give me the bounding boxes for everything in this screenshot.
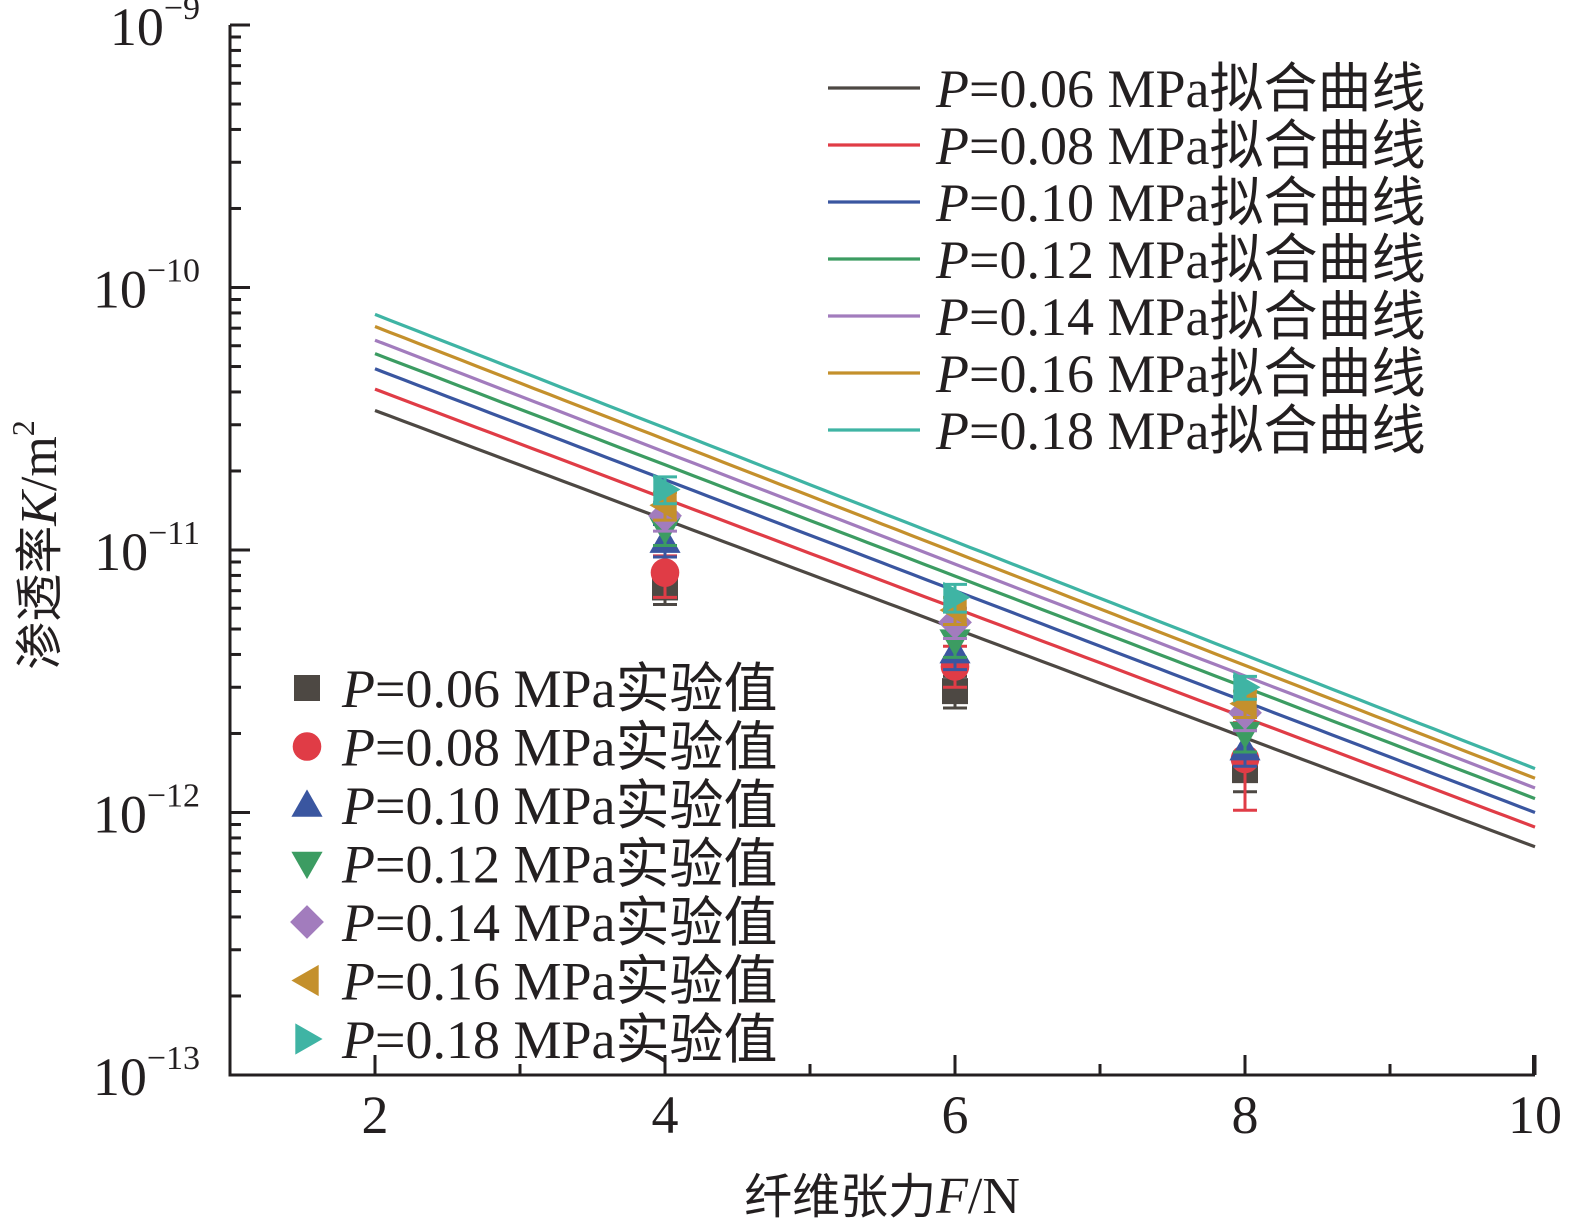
- data-point: [1233, 671, 1261, 703]
- legend-label: P=0.14 MPa拟合曲线: [935, 287, 1425, 347]
- data-point: [1229, 721, 1261, 750]
- legend-item: P=0.12 MPa拟合曲线: [828, 230, 1425, 290]
- fit-curve-line: [374, 352, 1536, 801]
- legend-label: P=0.08 MPa拟合曲线: [935, 116, 1425, 176]
- legend-item: P=0.16 MPa拟合曲线: [828, 344, 1425, 404]
- legend-item: P=0.08 MPa实验值: [292, 718, 777, 778]
- legend-marker: [292, 732, 322, 761]
- x-tick-label: 4: [652, 1085, 679, 1145]
- legend-label: P=0.06 MPa实验值: [341, 659, 777, 719]
- y-tick-label: 10−10: [93, 253, 200, 320]
- legend-item: P=0.12 MPa实验值: [291, 835, 777, 895]
- data-point: [943, 581, 971, 613]
- fit-curve-line: [374, 338, 1536, 790]
- legend-item: P=0.16 MPa实验值: [291, 952, 777, 1012]
- legend-item: P=0.06 MPa实验值: [294, 659, 777, 719]
- legend-label: P=0.06 MPa拟合曲线: [935, 59, 1425, 119]
- fit-curve-line: [374, 312, 1536, 771]
- legend-marker: [291, 789, 323, 817]
- data-point: [1229, 687, 1257, 720]
- x-tick-label: 8: [1232, 1085, 1259, 1145]
- experimental-points: [648, 473, 1262, 812]
- x-axis-label: 纤维张力F/N: [744, 1168, 1020, 1225]
- legend-marker: [291, 851, 323, 880]
- legend-item: P=0.18 MPa拟合曲线: [828, 401, 1425, 461]
- legend-marker: [295, 1023, 323, 1055]
- data-point: [653, 473, 681, 506]
- legend-label: P=0.10 MPa实验值: [341, 776, 777, 836]
- data-point: [649, 489, 677, 521]
- legend-label: P=0.12 MPa实验值: [341, 835, 777, 895]
- x-tick-label: 10: [1508, 1085, 1562, 1145]
- y-tick-label: 10−11: [94, 515, 200, 582]
- y-tick-label: 10−12: [93, 778, 200, 845]
- x-tick-label: 2: [362, 1085, 389, 1145]
- data-point: [939, 629, 971, 657]
- legend-item: P=0.10 MPa实验值: [291, 776, 777, 836]
- legend-marker: [294, 675, 320, 701]
- fit-curve-line: [374, 325, 1536, 780]
- legend-label: P=0.18 MPa拟合曲线: [935, 401, 1425, 461]
- legend-label: P=0.16 MPa拟合曲线: [935, 344, 1425, 404]
- legend-label: P=0.18 MPa实验值: [341, 1010, 777, 1070]
- legend-item: P=0.14 MPa实验值: [290, 893, 777, 953]
- legend-marker: [291, 964, 319, 997]
- legend-item: P=0.18 MPa实验值: [295, 1010, 777, 1070]
- legend-label: P=0.08 MPa实验值: [341, 718, 777, 778]
- legend-marker: [290, 905, 324, 939]
- legend-label: P=0.10 MPa拟合曲线: [935, 173, 1425, 233]
- legend-item: P=0.06 MPa拟合曲线: [828, 59, 1425, 119]
- legend-label: P=0.16 MPa实验值: [341, 952, 777, 1012]
- legend-item: P=0.14 MPa拟合曲线: [828, 287, 1425, 347]
- y-tick-label: 10−9: [110, 0, 200, 57]
- y-axis-label: 渗透率K/m2: [5, 420, 68, 670]
- x-tick-label: 6: [942, 1085, 969, 1145]
- data-point: [650, 558, 680, 587]
- legend-item: P=0.10 MPa拟合曲线: [828, 173, 1425, 233]
- legend-label: P=0.14 MPa实验值: [341, 893, 777, 953]
- y-tick-label: 10−13: [93, 1040, 200, 1107]
- legend-item: P=0.08 MPa拟合曲线: [828, 116, 1425, 176]
- legend-label: P=0.12 MPa拟合曲线: [935, 230, 1425, 290]
